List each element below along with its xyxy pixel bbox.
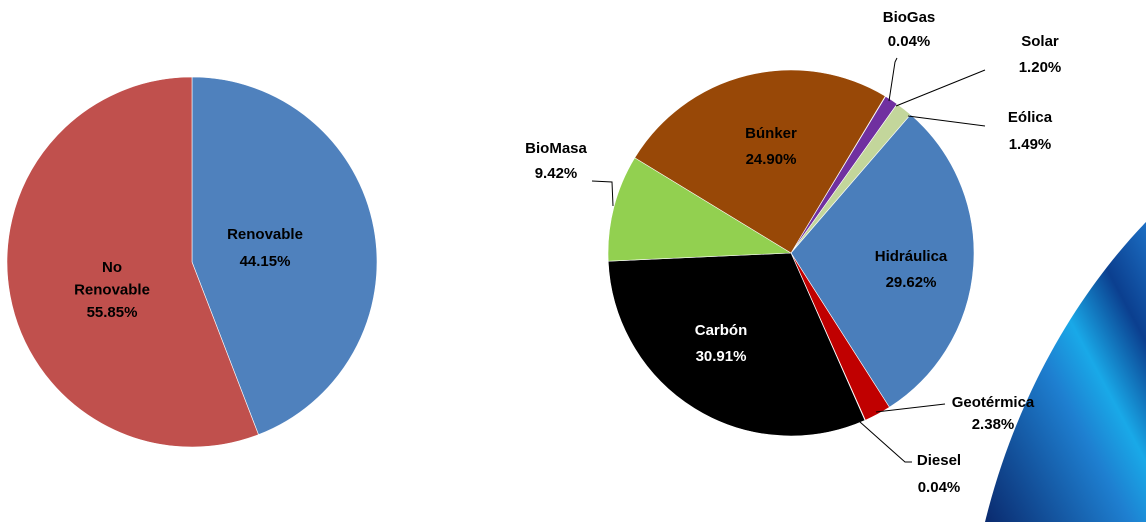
- value-label: 0.04%: [918, 479, 961, 496]
- pie-slice: [607, 157, 792, 262]
- pie-slice: [790, 114, 975, 408]
- category-label: Geotérmica: [952, 394, 1035, 411]
- category-label: Hidráulica: [875, 248, 948, 265]
- value-label: 30.91%: [696, 348, 747, 365]
- decoration: [985, 222, 1146, 522]
- value-label: 24.90%: [746, 151, 797, 168]
- category-label: Diesel: [917, 452, 961, 469]
- category-label: Búnker: [745, 125, 797, 142]
- value-label: 2.38%: [972, 416, 1015, 433]
- category-label: Carbón: [695, 322, 748, 339]
- category-label: Solar: [1021, 33, 1059, 50]
- pie-slice: [191, 76, 378, 436]
- category-label: Renovable: [227, 226, 303, 243]
- category-label: BioGas: [883, 9, 936, 26]
- value-label: 9.42%: [535, 165, 578, 182]
- pie-slice: [634, 69, 886, 254]
- value-label: 29.62%: [886, 274, 937, 291]
- value-label: 1.49%: [1009, 136, 1052, 153]
- value-label: 55.85%: [87, 304, 138, 321]
- pie-slice: [607, 252, 866, 437]
- category-label: No Renovable: [74, 259, 150, 299]
- leader-lines: [591, 57, 986, 463]
- value-label: 44.15%: [240, 253, 291, 270]
- category-label: Eólica: [1008, 109, 1053, 126]
- category-label: BioMasa: [525, 140, 587, 157]
- pie-slice: [6, 76, 259, 448]
- value-label: 1.20%: [1019, 59, 1062, 76]
- value-label: 0.04%: [888, 33, 931, 50]
